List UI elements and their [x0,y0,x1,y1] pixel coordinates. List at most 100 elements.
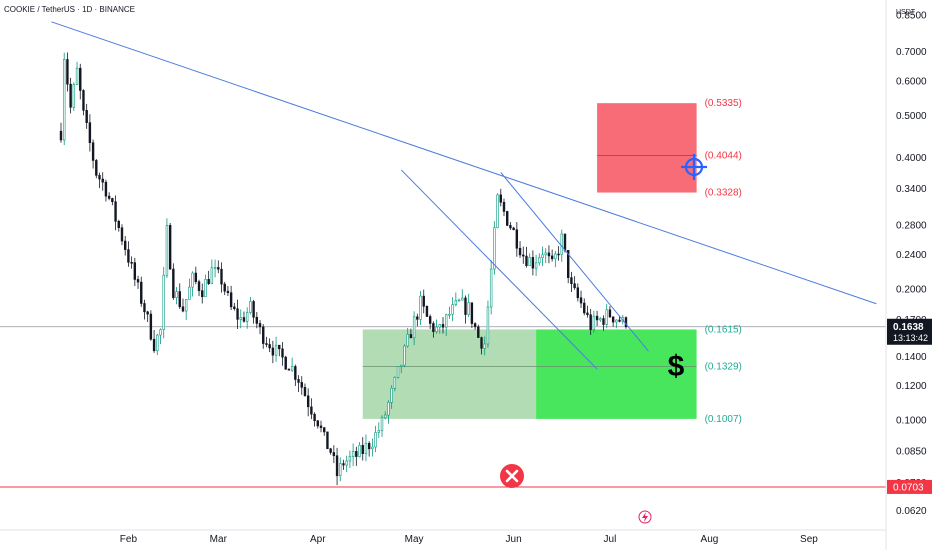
candle-body [156,334,159,352]
candle-body [464,297,467,315]
candle-body [461,297,464,301]
entry-top-label: (0.1615) [705,324,742,335]
candle-body [101,178,104,183]
trendline[interactable] [51,21,877,305]
entry-bottom-label: (0.1007) [705,414,742,425]
candle-body [297,379,300,383]
candle-body [332,452,336,457]
candle-body [136,279,140,283]
candle-body [579,297,583,304]
candle-body [566,250,570,278]
stop-price-badge [887,479,932,494]
candle-body [515,229,519,249]
price-axis[interactable]: USDT 0.8500 0.7000 0.6000 0.5000 0.4000 0.340… [885,0,932,550]
candle-body [396,366,400,378]
candle-body [589,314,592,330]
candle-body [422,295,425,307]
candle-body [191,272,194,288]
candle-body [197,281,201,291]
price-tick-label: 0.2800 [896,221,927,232]
candle-body [538,257,541,264]
candle-body [454,300,458,305]
candle-body [335,455,339,477]
candle-body [547,252,551,257]
trendline[interactable] [400,169,598,370]
candle-body [595,315,599,321]
candle-body [467,302,470,315]
candle-body [570,277,573,285]
candle-body [355,451,358,457]
candle-body [233,306,236,310]
candle-body [117,220,120,229]
candle-body [165,225,169,276]
candlestick-series [59,52,628,486]
candle-body [403,345,406,366]
candle-body [438,324,441,328]
candle-body [615,319,618,323]
candle-body [339,463,342,477]
candle-body [416,316,419,320]
candle-body [194,272,198,282]
candle-body [351,451,355,457]
candle-body [348,456,352,462]
candle-body [79,67,82,91]
candle-body [242,317,246,322]
candle-body [255,316,259,324]
candle-body [599,318,602,321]
candle-body [220,268,223,285]
candle-body [435,326,438,332]
candle-body [281,348,284,358]
candle-body [557,253,560,256]
time-axis[interactable]: Feb Mar Apr May Jun Jul Aug Sep [0,529,886,545]
candle-body [223,283,226,292]
candle-body [412,316,416,339]
candle-body [611,316,615,323]
candle-body [441,324,445,328]
candle-body [168,225,172,270]
price-tick-label: 0.8500 [896,10,927,21]
candle-body [528,257,531,266]
candle-body [104,181,108,197]
price-tick-label: 0.5000 [896,111,927,122]
price-tick-label: 0.2400 [896,250,927,261]
price-tick-label: 0.0620 [896,506,927,517]
candle-body [493,227,496,270]
price-tick-label: 0.7000 [896,47,927,58]
target-zone [597,103,697,193]
candle-body [554,253,557,260]
candle-body [326,431,329,450]
candle-body [310,406,313,415]
candle-body [278,344,281,350]
candle-body [518,247,522,256]
price-tick-label: 0.4000 [896,153,927,164]
candle-body [262,326,265,344]
candle-body [480,337,483,349]
price-tick-label: 0.1000 [896,416,927,427]
candle-body [560,233,563,255]
trendline[interactable] [500,172,649,352]
trendlines[interactable] [51,21,877,370]
candle-body [457,299,461,302]
candle-body [534,262,538,269]
candle-body [563,233,567,251]
candle-body [201,290,204,298]
candle-body [184,299,188,312]
candle-body [127,249,130,263]
candle-body [502,201,506,212]
candle-body [473,323,477,328]
time-tick-label: Feb [120,534,138,545]
candle-body [499,194,502,203]
candle-body [576,287,580,299]
candle-body [133,262,137,280]
candle-body [313,413,316,422]
candle-body [268,344,271,349]
currency-label: USDT [896,9,916,16]
candle-body [290,366,294,371]
lightning-event-icon[interactable] [638,510,652,524]
candle-body [509,225,512,229]
candle-body [152,338,156,352]
candle-body [390,388,393,403]
close-x-icon [500,464,524,488]
